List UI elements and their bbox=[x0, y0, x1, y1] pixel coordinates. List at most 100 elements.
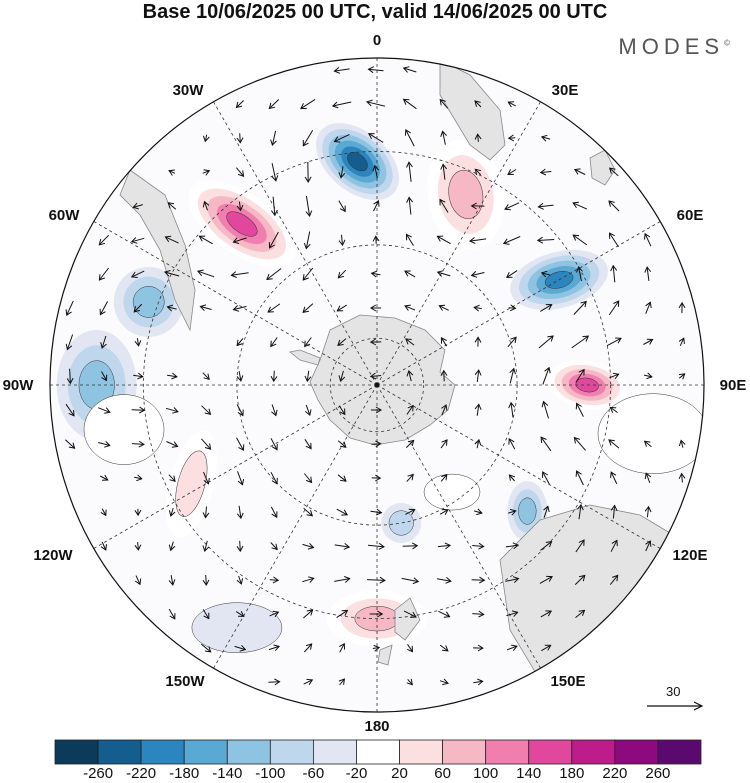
wind-vector bbox=[572, 234, 588, 246]
colorbar-label: 260 bbox=[645, 765, 671, 782]
wind-vector bbox=[439, 644, 449, 652]
wind-vector bbox=[608, 167, 619, 177]
wind-vector bbox=[336, 508, 349, 516]
wind-vector bbox=[336, 609, 349, 619]
anomaly-contour bbox=[448, 170, 484, 219]
wind-vector bbox=[304, 473, 313, 484]
colorbar-label: 100 bbox=[473, 765, 499, 782]
meridian-line bbox=[213, 101, 378, 386]
wind-vector bbox=[369, 304, 382, 312]
wind-vector bbox=[236, 404, 244, 417]
wind-vector bbox=[303, 678, 314, 686]
wind-vector bbox=[270, 471, 278, 485]
wind-vector bbox=[65, 439, 76, 449]
wind-vector bbox=[202, 372, 210, 380]
wind-vector bbox=[302, 576, 315, 583]
anomaly-contour bbox=[597, 393, 704, 474]
wind-vector bbox=[100, 335, 107, 349]
wind-vector bbox=[236, 338, 244, 347]
longitude-label: 30W bbox=[173, 82, 205, 99]
wind-vector bbox=[168, 541, 176, 552]
anomaly-contour bbox=[388, 510, 414, 536]
wind-vector bbox=[270, 506, 278, 519]
anomaly-contour bbox=[226, 211, 258, 237]
wind-vector bbox=[130, 237, 145, 244]
wind-vector bbox=[270, 438, 278, 451]
map-border bbox=[49, 57, 705, 713]
meridian-line bbox=[376, 384, 661, 549]
wind-vector bbox=[610, 539, 618, 552]
wind-vector bbox=[609, 406, 618, 414]
wind-vector bbox=[167, 372, 178, 380]
wind-vector bbox=[304, 404, 312, 417]
wind-vector bbox=[133, 303, 143, 313]
wind-vector bbox=[573, 300, 587, 315]
wind-vector bbox=[645, 301, 652, 314]
wind-vector bbox=[610, 264, 618, 283]
wind-vector bbox=[609, 574, 619, 585]
colorbar-label: -220 bbox=[126, 765, 157, 782]
wind-vector bbox=[331, 101, 352, 109]
longitude-label: 60W bbox=[49, 207, 81, 224]
wind-vector bbox=[236, 201, 244, 212]
wind-vector bbox=[98, 441, 111, 448]
wind-vector bbox=[609, 372, 620, 380]
wind-vector bbox=[644, 505, 652, 518]
longitude-label: 90W bbox=[3, 377, 35, 394]
new-zealand-land bbox=[377, 597, 421, 666]
wind-vector bbox=[99, 474, 109, 481]
wind-vector bbox=[65, 403, 75, 417]
wind-vector bbox=[610, 471, 618, 485]
colorbar-swatch bbox=[226, 739, 271, 765]
brand-logo: MODES© bbox=[618, 34, 730, 60]
antarctica-land bbox=[309, 314, 456, 446]
wind-vector bbox=[406, 473, 414, 482]
meridian-line bbox=[213, 384, 378, 669]
wind-vector bbox=[437, 577, 452, 584]
wind-vector bbox=[542, 471, 550, 485]
wind-vector bbox=[575, 609, 586, 618]
wind-vector bbox=[366, 99, 386, 107]
wind-vector bbox=[575, 470, 584, 486]
wind-vector bbox=[230, 271, 249, 278]
colorbar-swatch bbox=[269, 739, 314, 765]
wind-vector bbox=[198, 235, 213, 245]
wind-vector bbox=[404, 270, 416, 278]
south-pole-marker bbox=[374, 382, 380, 388]
wind-vector bbox=[302, 129, 314, 147]
wind-vector bbox=[334, 543, 351, 550]
wind-vector bbox=[471, 576, 486, 584]
wind-vector bbox=[437, 542, 452, 550]
wind-vector bbox=[202, 540, 210, 553]
wind-vector bbox=[474, 168, 482, 176]
wind-vector bbox=[508, 401, 516, 418]
wind-vector bbox=[270, 130, 277, 147]
wind-vector bbox=[540, 540, 553, 551]
wind-vector bbox=[134, 474, 143, 482]
meridian-line bbox=[93, 384, 378, 549]
wind-vector bbox=[608, 232, 619, 248]
wind-vector bbox=[270, 542, 278, 551]
colorbar-swatch bbox=[312, 739, 357, 765]
wind-vector bbox=[507, 101, 516, 108]
colorbar-swatch bbox=[54, 739, 99, 765]
wind-vector bbox=[371, 440, 382, 448]
wind-vector bbox=[572, 201, 588, 210]
wind-vector bbox=[402, 542, 419, 550]
anomaly-contour bbox=[347, 152, 368, 172]
wind-vector bbox=[472, 610, 485, 618]
page-title: Base 10/06/2025 00 UTC, valid 14/06/2025… bbox=[142, 1, 608, 23]
wind-vector bbox=[236, 437, 245, 452]
longitude-label: 60E bbox=[677, 207, 704, 224]
wind-vector bbox=[536, 236, 555, 244]
wind-vector bbox=[473, 678, 484, 686]
meridian-line bbox=[93, 221, 378, 386]
wind-vector bbox=[370, 270, 381, 278]
anomaly-contour bbox=[175, 450, 208, 517]
wind-vector bbox=[541, 400, 549, 419]
anomaly-contour bbox=[132, 286, 165, 318]
wind-vector bbox=[474, 403, 482, 416]
madagascar-land bbox=[589, 149, 616, 186]
colorbar-swatch bbox=[614, 739, 659, 765]
anomaly-contour bbox=[191, 602, 283, 653]
